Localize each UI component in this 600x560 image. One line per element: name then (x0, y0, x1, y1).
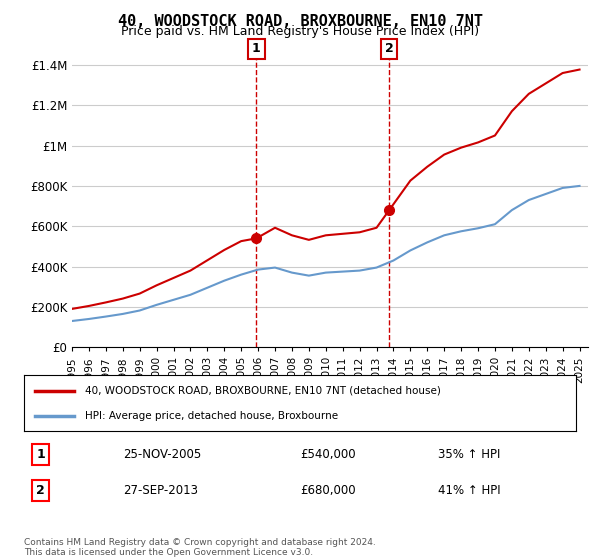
Text: 40, WOODSTOCK ROAD, BROXBOURNE, EN10 7NT: 40, WOODSTOCK ROAD, BROXBOURNE, EN10 7NT (118, 14, 482, 29)
Text: 25-NOV-2005: 25-NOV-2005 (124, 448, 202, 461)
Text: £540,000: £540,000 (300, 448, 356, 461)
Text: £680,000: £680,000 (300, 484, 356, 497)
Text: 1: 1 (36, 448, 45, 461)
Text: 35% ↑ HPI: 35% ↑ HPI (438, 448, 500, 461)
Text: Contains HM Land Registry data © Crown copyright and database right 2024.
This d: Contains HM Land Registry data © Crown c… (24, 538, 376, 557)
Text: 40, WOODSTOCK ROAD, BROXBOURNE, EN10 7NT (detached house): 40, WOODSTOCK ROAD, BROXBOURNE, EN10 7NT… (85, 386, 440, 396)
Text: 2: 2 (36, 484, 45, 497)
Text: 41% ↑ HPI: 41% ↑ HPI (438, 484, 500, 497)
Text: 2: 2 (385, 43, 394, 55)
Text: HPI: Average price, detached house, Broxbourne: HPI: Average price, detached house, Brox… (85, 410, 338, 421)
Text: Price paid vs. HM Land Registry's House Price Index (HPI): Price paid vs. HM Land Registry's House … (121, 25, 479, 38)
Text: 1: 1 (252, 43, 261, 55)
Text: 27-SEP-2013: 27-SEP-2013 (124, 484, 199, 497)
